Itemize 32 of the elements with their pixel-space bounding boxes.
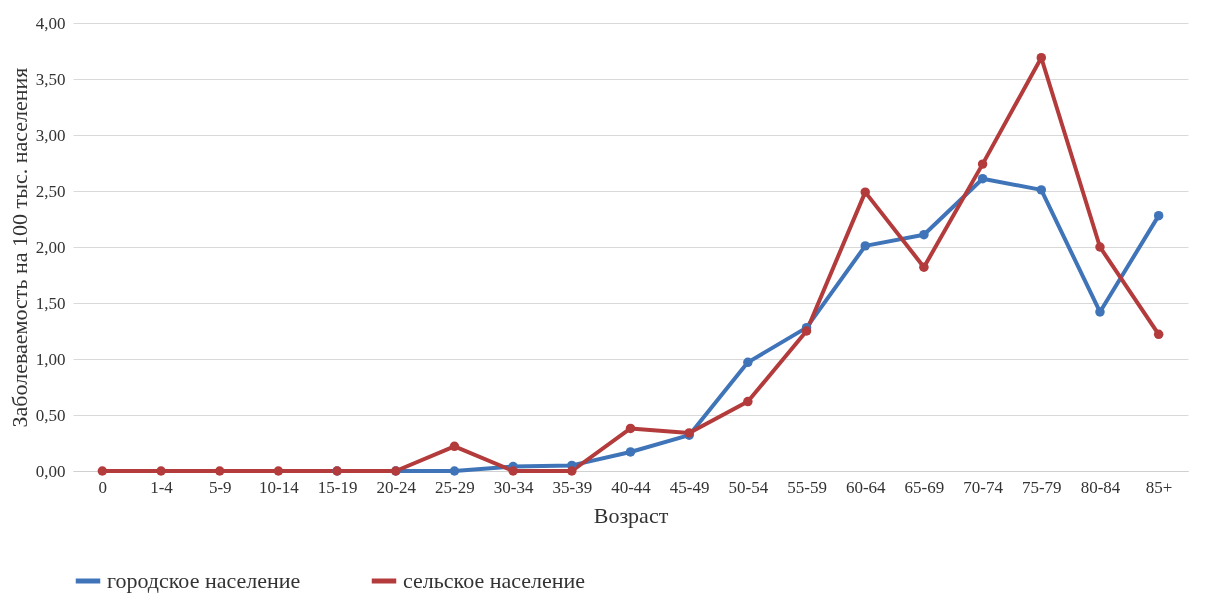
x-tick-label: 0 [98,477,108,497]
x-tick-label: 1-4 [150,477,174,497]
y-tick-label: 2,50 [35,181,66,201]
x-tick-label: 50-54 [728,477,769,497]
legend-label: сельское население [403,568,586,593]
x-tick-label: 70-74 [963,477,1004,497]
x-tick-label: 60-64 [845,477,887,497]
y-tick-label: 1,50 [35,293,66,313]
x-tick-label: 30-34 [493,477,534,497]
y-tick-label: 3,50 [35,69,66,89]
x-tick-label: 5-9 [208,477,232,497]
y-tick-label: 0,00 [35,461,66,481]
x-tick-label: 45-49 [669,477,710,497]
x-tick-label: 20-24 [376,477,417,497]
y-axis-title: Заболеваемость на 100 тыс. населения [6,67,32,428]
y-tick-label: 2,00 [35,237,66,257]
x-tick-label: 65-69 [904,477,945,497]
y-tick-label: 3,00 [35,125,66,145]
x-tick-label: 55-59 [787,477,827,497]
x-tick-label: 10-14 [259,477,300,497]
x-tick-label: 15-19 [317,477,358,497]
x-axis-title: Возраст [593,502,669,528]
legend-label: городское население [107,568,301,593]
x-tick-label: 35-39 [552,477,593,497]
x-tick-label: 80-84 [1080,477,1121,497]
y-tick-label: 4,00 [35,13,66,33]
x-tick-label: 85+ [1145,477,1173,497]
x-tick-label: 75-79 [1021,477,1062,497]
x-tick-label: 40-44 [611,477,652,497]
y-tick-label: 1,00 [35,349,66,369]
x-tick-label: 25-29 [435,477,475,497]
y-tick-label: 0,50 [35,405,66,425]
